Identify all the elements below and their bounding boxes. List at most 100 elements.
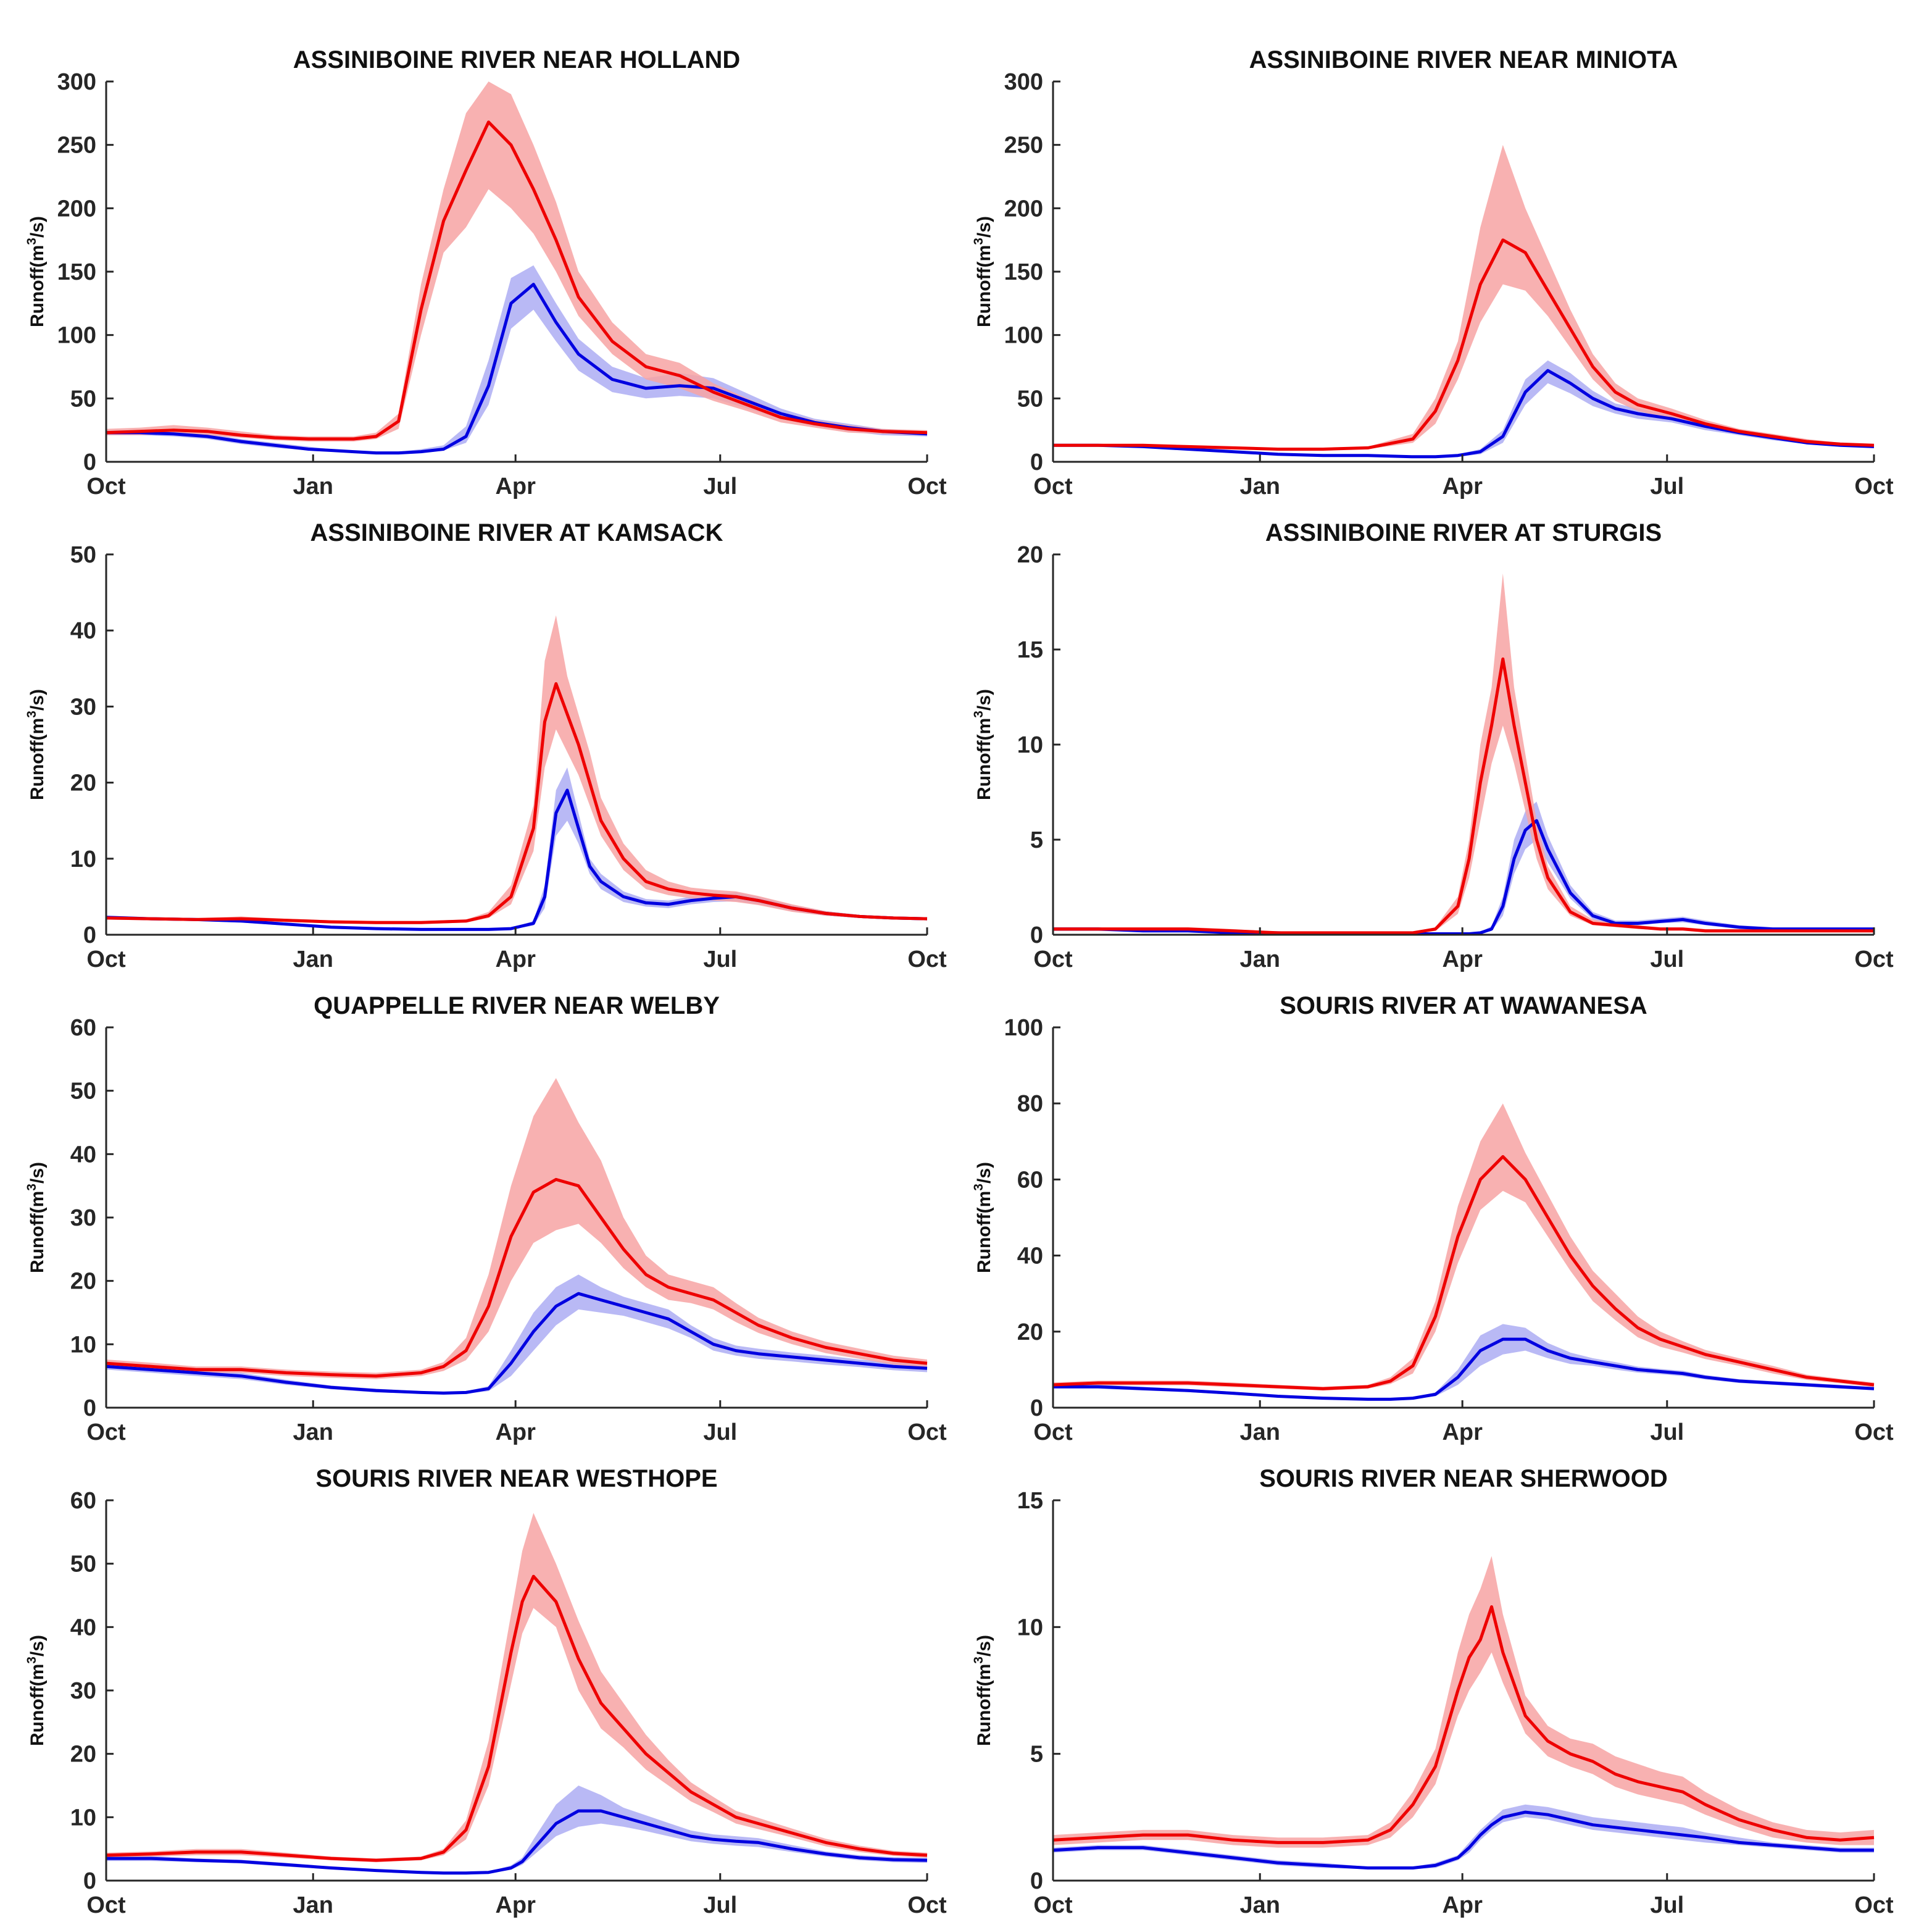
x-tick-label: Jan [1239, 1419, 1280, 1445]
red-series-line [1053, 657, 1874, 935]
x-tick-label: Jul [703, 1419, 737, 1445]
x-tick-label: Apr [495, 946, 536, 972]
blue-uncertainty-band [1053, 360, 1874, 458]
y-tick-label: 300 [57, 69, 96, 95]
y-tick-label: 200 [57, 196, 96, 222]
blue-series-line [1052, 1810, 1874, 1869]
y-tick-label: 15 [1017, 1488, 1043, 1514]
panel-title: ASSINIBOINE RIVER AT KAMSACK [310, 519, 723, 546]
x-tick-label: Oct [1033, 946, 1073, 972]
y-tick-label: 10 [70, 1332, 96, 1358]
red-series-line [1052, 1155, 1875, 1390]
x-tick-label: Apr [1442, 474, 1483, 499]
chart-panel-6: SOURIS RIVER AT WAWANESA 0 20 40 60 80 100 Oct J… [972, 992, 1894, 1445]
chart-panel-1: ASSINIBOINE RIVER NEAR HOLLAND 0 50 100 150 2… [25, 46, 947, 499]
chart-panel-8: SOURIS RIVER NEAR SHERWOOD 0 5 10 15 Oct Jan Ap… [972, 1465, 1894, 1918]
y-tick-label: 0 [1030, 1868, 1043, 1894]
y-tick-label: 150 [57, 259, 96, 285]
red-uncertainty-band [106, 81, 927, 442]
x-tick-label: Apr [495, 1892, 536, 1918]
blue-uncertainty-band [1053, 801, 1874, 935]
y-tick-label: 20 [70, 1742, 96, 1768]
x-tick-label: Jul [703, 946, 737, 972]
y-tick-label: 30 [70, 694, 96, 720]
x-tick-label: Oct [907, 474, 947, 499]
x-tick-label: Oct [86, 946, 126, 972]
x-tick-label: Oct [1033, 474, 1073, 499]
y-tick-label: 250 [1004, 133, 1043, 159]
y-tick-label: 150 [1004, 259, 1043, 285]
x-tick-label: Oct [1033, 1419, 1073, 1445]
y-tick-label: 0 [83, 922, 96, 948]
y-tick-label: 0 [1030, 449, 1043, 475]
y-tick-label: 10 [1017, 1615, 1043, 1640]
y-tick-label: 10 [70, 1805, 96, 1831]
x-tick-label: Oct [907, 946, 947, 972]
y-tick-label: 50 [1017, 386, 1043, 412]
y-tick-label: 60 [70, 1015, 96, 1041]
red-uncertainty-band [1053, 1556, 1874, 1848]
y-tick-label: 100 [1004, 323, 1043, 349]
panel-title: ASSINIBOINE RIVER AT STURGIS [1265, 519, 1662, 546]
x-tick-label: Oct [1854, 1892, 1894, 1918]
y-tick-label: 0 [1030, 1395, 1043, 1421]
blue-series-line [106, 283, 928, 455]
red-series-line [106, 1177, 928, 1378]
blue-series-line [106, 1292, 928, 1395]
panel-title: ASSINIBOINE RIVER NEAR HOLLAND [293, 46, 741, 73]
y-tick-label: 50 [70, 386, 96, 412]
red-uncertainty-band [1053, 144, 1874, 451]
y-tick-label: 40 [70, 1615, 96, 1640]
x-tick-label: Apr [495, 1419, 536, 1445]
chart-panel-5: QUAPPELLE RIVER NEAR WELBY 0 10 20 30 40 50 60 O… [25, 992, 947, 1445]
y-axis-label: Runoff(m3/s) [25, 1635, 48, 1746]
panel-title: SOURIS RIVER AT WAWANESA [1280, 992, 1647, 1019]
red-series-line [1053, 238, 1875, 451]
x-tick-label: Jul [1650, 946, 1684, 972]
y-axis-label: Runoff(m3/s) [972, 689, 994, 800]
blue-uncertainty-band [106, 767, 927, 930]
x-tick-label: Oct [1854, 474, 1894, 499]
y-axis-label: Runoff(m3/s) [972, 1162, 994, 1273]
x-tick-label: Oct [1033, 1892, 1073, 1918]
y-tick-label: 0 [83, 449, 96, 475]
red-series-line [106, 682, 928, 924]
y-tick-label: 0 [83, 1868, 96, 1894]
y-tick-label: 50 [70, 1552, 96, 1577]
red-uncertainty-band [106, 1513, 927, 1863]
x-tick-label: Jul [703, 474, 737, 499]
x-tick-label: Apr [1442, 1892, 1483, 1918]
y-tick-label: 20 [1017, 1319, 1043, 1345]
x-tick-label: Apr [495, 474, 536, 499]
blue-uncertainty-band [1053, 1324, 1874, 1400]
blue-series-line [1053, 369, 1875, 459]
y-tick-label: 10 [70, 846, 96, 872]
y-tick-label: 10 [1017, 732, 1043, 758]
blue-series-line [106, 1809, 928, 1875]
x-tick-label: Oct [86, 1892, 126, 1918]
panel-title: SOURIS RIVER NEAR SHERWOOD [1259, 1465, 1668, 1492]
x-tick-label: Jul [1650, 1892, 1684, 1918]
y-axis-label: Runoff(m3/s) [25, 1162, 48, 1273]
y-tick-label: 60 [1017, 1167, 1043, 1193]
y-tick-label: 40 [70, 618, 96, 644]
x-tick-label: Oct [86, 474, 126, 499]
red-series-line [106, 120, 928, 441]
x-tick-label: Jan [293, 1892, 333, 1918]
chart-panel-7: SOURIS RIVER NEAR WESTHOPE 0 10 20 30 40 50 60 O… [25, 1465, 947, 1918]
x-tick-label: Jul [1650, 1419, 1684, 1445]
y-tick-label: 100 [1004, 1015, 1043, 1041]
y-tick-label: 50 [70, 1079, 96, 1105]
x-tick-label: Jan [1239, 1892, 1280, 1918]
x-tick-label: Oct [1854, 1419, 1894, 1445]
y-axis-label: Runoff(m3/s) [972, 216, 994, 327]
x-tick-label: Oct [86, 1419, 126, 1445]
y-tick-label: 30 [70, 1678, 96, 1704]
x-tick-label: Jan [1239, 474, 1280, 499]
red-series-line [106, 1574, 928, 1862]
y-axis-label: Runoff(m3/s) [25, 216, 48, 327]
y-tick-label: 250 [57, 133, 96, 159]
x-tick-label: Jul [703, 1892, 737, 1918]
chart-panel-4: ASSINIBOINE RIVER AT STURGIS 0 5 10 15 20 Oct J… [972, 519, 1894, 972]
